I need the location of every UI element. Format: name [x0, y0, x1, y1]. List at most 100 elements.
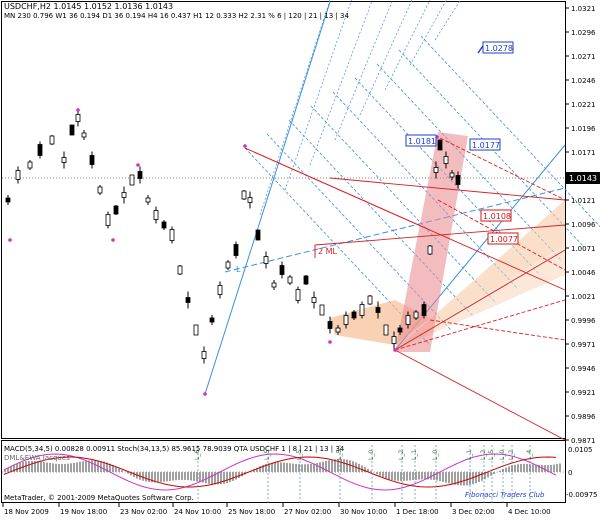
- macd-bar: [88, 460, 90, 472]
- macd-bar: [76, 462, 78, 472]
- macd-bar: [28, 460, 30, 472]
- indicator-panel: L_6 L_5 L_5 L_5 L_0 L_2 L_1 L_0 L_1 L_2 L_5 L_0 L_2 L…: [2, 445, 565, 503]
- club-text: Fibonacci Traders Club: [465, 491, 545, 499]
- macd-bar: [481, 472, 483, 481]
- macd-bar: [160, 472, 162, 483]
- macd-bar: [424, 472, 426, 480]
- macd-bar: [520, 463, 522, 472]
- candles: [5, 109, 461, 364]
- macd-bar: [391, 472, 393, 481]
- macd-bar: [406, 472, 408, 481]
- indicator-marker-label: L_5: [488, 450, 495, 460]
- pink-channel: [395, 132, 468, 352]
- red-line: [244, 147, 431, 231]
- fib-cross-line: [284, 0, 352, 191]
- macd-bar: [403, 472, 405, 481]
- candle-body: [69, 124, 75, 136]
- candle-body: [137, 171, 143, 179]
- candle-body: [421, 304, 427, 316]
- macd-bar: [181, 472, 183, 480]
- macd-bar: [232, 472, 234, 481]
- macd-bar: [262, 464, 264, 472]
- price-box-1181: 1.0181: [405, 134, 437, 147]
- time-axis: 18 Nov 2009 19 Nov 18:00 23 Nov 02:00 24 No…: [2, 503, 551, 516]
- macd-bar: [310, 463, 312, 472]
- l-label: L: [236, 265, 241, 274]
- macd-bar: [157, 472, 159, 483]
- pivot-dot: [203, 392, 207, 396]
- time-tick-label: 25 Nov 18:00: [228, 508, 275, 516]
- chart-header-line-2: MN 230 0.796 W1 36 0.194 D1 36 0.194 H4 …: [4, 12, 349, 20]
- macd-bar: [259, 466, 261, 472]
- candle-body: [15, 170, 21, 180]
- macd-bar: [19, 462, 21, 472]
- macd-bar: [448, 472, 450, 484]
- macd-bar: [271, 462, 273, 472]
- macd-bar: [454, 472, 456, 485]
- time-tick-label: 24 Nov 10:00: [174, 508, 221, 516]
- macd-bar: [295, 463, 297, 472]
- indicator-axis-top: 0.0105: [568, 446, 593, 454]
- orange-fan-area: [395, 200, 565, 350]
- macd-bar: [301, 464, 303, 472]
- macd-bar: [55, 463, 57, 472]
- macd-bar: [478, 472, 480, 483]
- pivot-dots: [8, 108, 439, 396]
- red-line: [394, 349, 566, 441]
- macd-bar: [484, 472, 486, 480]
- candle-body: [311, 297, 317, 303]
- time-tick-label: 4 Dec 10:00: [508, 508, 551, 516]
- red-line: [429, 319, 566, 341]
- indicator-marker-label: L_5: [296, 450, 303, 460]
- time-tick-label: 1 Dec 18:00: [396, 508, 439, 516]
- macd-bar: [235, 472, 237, 480]
- red-line: [329, 177, 566, 201]
- macd-bar: [184, 472, 186, 480]
- candle-body: [263, 256, 269, 264]
- fib-diag-line: [288, 119, 475, 318]
- fib-diag-line: [332, 91, 519, 290]
- copyright-text: MetaTrader, © 2001-2009 MetaQuotes Softw…: [4, 494, 194, 502]
- macd-bar: [193, 472, 195, 481]
- candle-body: [169, 229, 175, 241]
- macd-bar: [61, 464, 63, 472]
- macd-bar: [526, 463, 528, 472]
- chart-header-line-1: USDCHF,H2 1.0145 1.0152 1.0136 1.0143: [4, 2, 174, 11]
- candle-body: [113, 205, 119, 215]
- macd-bar: [238, 472, 240, 478]
- macd-bar: [298, 464, 300, 472]
- price-box-label: 1.0181: [408, 137, 436, 146]
- time-tick-label: 30 Nov 10:00: [340, 508, 387, 516]
- macd-bar: [451, 472, 453, 485]
- price-box-label: 1.0177: [472, 141, 500, 150]
- candle-body: [129, 174, 135, 186]
- candle-body: [443, 156, 449, 164]
- macd-bar: [463, 472, 465, 486]
- pivot-dot: [8, 238, 12, 242]
- macd-bar: [142, 472, 144, 481]
- fib-baseline: [204, 1, 331, 395]
- macd-bar: [151, 472, 153, 483]
- macd-bar: [115, 466, 117, 472]
- indicator-marker-label: L_2: [398, 450, 405, 460]
- macd-bar: [331, 459, 333, 472]
- price-tick-label: 1.0271: [571, 53, 596, 61]
- macd-bar: [130, 472, 132, 476]
- macd-bar: [172, 472, 174, 481]
- candle-body: [383, 324, 389, 336]
- price-tick-label: 1.0171: [571, 149, 596, 157]
- price-box-label: 1.0108: [483, 212, 511, 221]
- time-tick-label: 18 Nov 2009: [4, 508, 49, 516]
- candle-body: [161, 221, 167, 229]
- macd-bar: [37, 461, 39, 472]
- macd-bar: [4, 469, 6, 472]
- price-tick-label: 1.0221: [571, 101, 596, 109]
- fib-median-line: [224, 187, 566, 273]
- price-tick-label: 1.0321: [571, 5, 596, 13]
- candle-body: [303, 275, 309, 285]
- indicator-marker-label: L_1: [411, 450, 418, 460]
- price-tick-label: 1.0296: [571, 29, 596, 37]
- macd-bar: [511, 465, 513, 472]
